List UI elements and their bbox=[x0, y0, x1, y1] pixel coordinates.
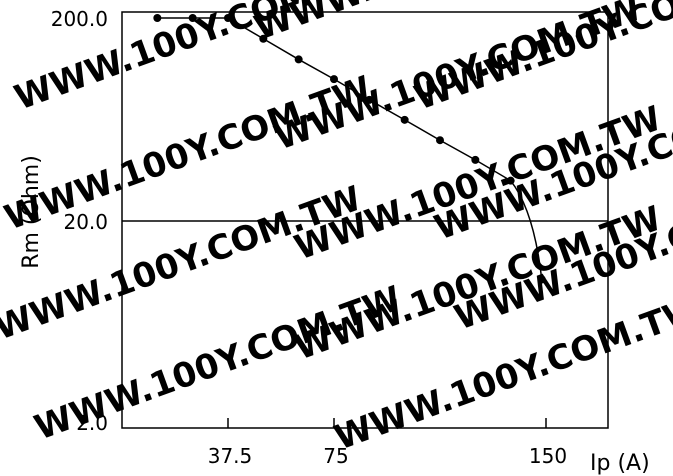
x-ticks bbox=[227, 418, 547, 428]
y-tick-label-2: 2.0 bbox=[76, 411, 108, 435]
data-point-4 bbox=[294, 55, 303, 64]
y-tick-label-200: 200.0 bbox=[51, 7, 108, 31]
data-point-0 bbox=[153, 14, 162, 22]
data-point-9 bbox=[471, 155, 480, 164]
series-line bbox=[157, 17, 543, 280]
data-point-5 bbox=[330, 75, 338, 84]
y-axis-label: Rm (Ohm) bbox=[19, 155, 44, 269]
data-point-8 bbox=[436, 136, 444, 145]
data-point-10 bbox=[506, 176, 515, 185]
data-point-11 bbox=[537, 275, 546, 284]
x-tick-label-75: 75 bbox=[323, 444, 348, 468]
x-tick-label-37-5: 37.5 bbox=[208, 444, 253, 468]
data-point-6 bbox=[365, 95, 374, 104]
data-point-7 bbox=[400, 115, 409, 124]
y-tick-label-20: 20.0 bbox=[63, 210, 108, 234]
data-point-2 bbox=[224, 14, 232, 22]
data-point-3 bbox=[259, 34, 268, 43]
x-tick-label-150: 150 bbox=[529, 444, 567, 468]
plot-frame bbox=[121, 11, 609, 429]
x-axis-label: Ip (A) bbox=[590, 451, 650, 476]
data-point-1 bbox=[188, 14, 197, 22]
data-points bbox=[153, 14, 546, 284]
